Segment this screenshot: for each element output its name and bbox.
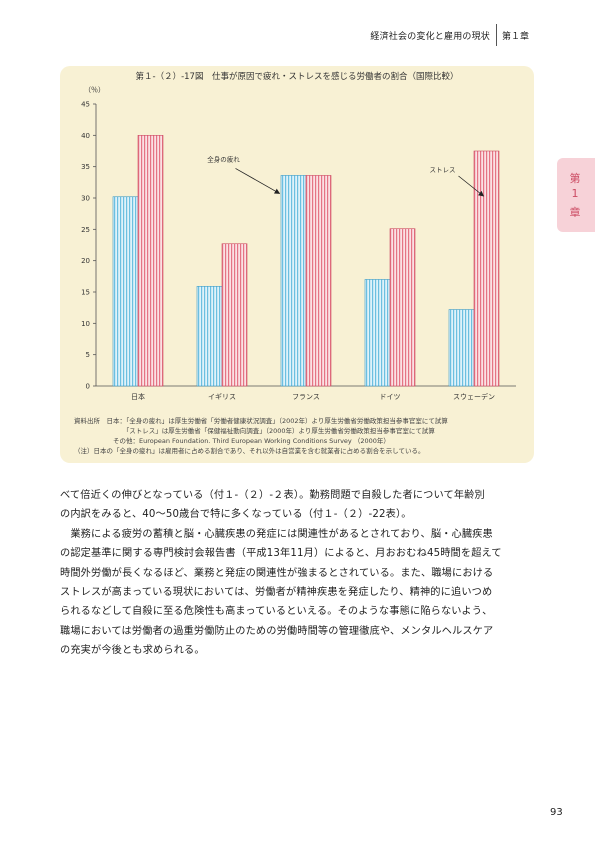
running-header-chapter: 第１章: [502, 32, 530, 42]
y-tick-label: 0: [86, 383, 90, 391]
y-axis-label: （％）: [84, 86, 105, 94]
y-tick-label: 30: [81, 195, 90, 203]
y-tick-label: 5: [86, 351, 90, 359]
header-divider: [496, 24, 497, 46]
y-tick-label: 20: [81, 257, 90, 265]
x-tick-label: フランス: [292, 393, 320, 401]
running-header: 経済社会の変化と雇用の現状: [370, 32, 490, 42]
bar: [137, 135, 164, 387]
y-tick-label: 10: [81, 320, 90, 328]
bar: [473, 150, 500, 387]
series-callout-arrow: [458, 175, 485, 197]
series-callout-label: ストレス: [430, 166, 456, 174]
bar-chart: （％） 0 5 10 15 20 25 30 35 40 45 日本 イギリス フランス ドイツ スウェーデン…: [81, 86, 516, 401]
figure-panel: 第１-（２）-17図 仕事が原因で疲れ・ストレスを感じる労働者の割合（国際比較）…: [60, 66, 534, 463]
bar: [389, 228, 416, 387]
page-number: 93: [550, 807, 563, 818]
series-callout-arrow: [235, 168, 281, 194]
x-tick-label: スウェーデン: [453, 392, 495, 401]
body-line: の認定基準に関する専門検討会報告書（平成13年11月）によると、月おおむね45時…: [60, 548, 502, 560]
note-line: その他：European Foundation. Third European …: [74, 437, 390, 445]
x-tick-label: 日本: [131, 392, 145, 401]
chapter-side-tab: 第 1 章: [557, 158, 595, 232]
bar: [280, 175, 307, 387]
body-line: 業務による疲労の蓄積と脳・心臓疾患の発症には関連性があるとされており、脳・心臓疾…: [60, 528, 493, 540]
series-callout-label: 全身の疲れ: [207, 154, 240, 163]
x-tick-label: ドイツ: [380, 393, 401, 401]
bar: [364, 279, 391, 387]
note-line: （注）日本の「全身の疲れ」は雇用者に占める割合であり、それ以外は自営業を含む就業…: [74, 447, 425, 455]
bar: [112, 196, 139, 387]
body-paragraph: べて倍近くの伸びとなっている（付１-（２）-２表）。勤務問題で自殺した者について…: [60, 486, 540, 661]
note-line: 「ストレス」は厚生労働省「保健福祉動向調査」（2000年）より厚生労働省労働政策…: [74, 427, 435, 435]
body-line: 時間外労働が長くなるほど、業務と発症の関連性が強まるとされている。また、職場にお…: [60, 567, 494, 579]
bar: [448, 309, 475, 387]
bar: [305, 175, 332, 387]
figure-notes: 資料出所 日本：「全身の疲れ」は厚生労働省「労働者健康状況調査」（2002年）よ…: [74, 416, 448, 456]
body-line: られるなどして自殺に至る危険性も高まっているといえる。そのような事態に陥らないよ…: [60, 606, 493, 618]
x-tick-label: イギリス: [208, 393, 236, 401]
side-tab-char: 第: [569, 172, 581, 185]
body-line: べて倍近くの伸びとなっている（付１-（２）-２表）。勤務問題で自殺した者について…: [60, 490, 485, 501]
figure-title: 第１-（２）-17図 仕事が原因で疲れ・ストレスを感じる労働者の割合（国際比較）: [135, 72, 459, 82]
side-tab-char: 1: [571, 187, 579, 200]
side-tab-char: 章: [569, 206, 581, 219]
body-line: ストレスが高まっている現状においては、労働者が精神疾患を発症したり、精神的に追い…: [60, 587, 493, 599]
body-line: 職場においては労働者の過重労働防止のための労働時間等の管理徹底や、メンタルヘルス…: [60, 625, 494, 637]
y-tick-label: 35: [81, 163, 90, 171]
y-tick-label: 45: [81, 101, 90, 109]
bar: [196, 286, 223, 387]
y-tick-label: 15: [81, 289, 90, 297]
body-line: の充実が今後とも求められる。: [60, 645, 205, 657]
bar: [221, 243, 248, 387]
note-line: 資料出所 日本：「全身の疲れ」は厚生労働省「労働者健康状況調査」（2002年）よ…: [74, 417, 448, 425]
y-tick-label: 40: [81, 132, 90, 140]
y-tick-label: 25: [81, 226, 90, 234]
body-line: の内訳をみると、40～50歳台で特に多くなっている（付１-（２）-22表）。: [60, 509, 412, 521]
